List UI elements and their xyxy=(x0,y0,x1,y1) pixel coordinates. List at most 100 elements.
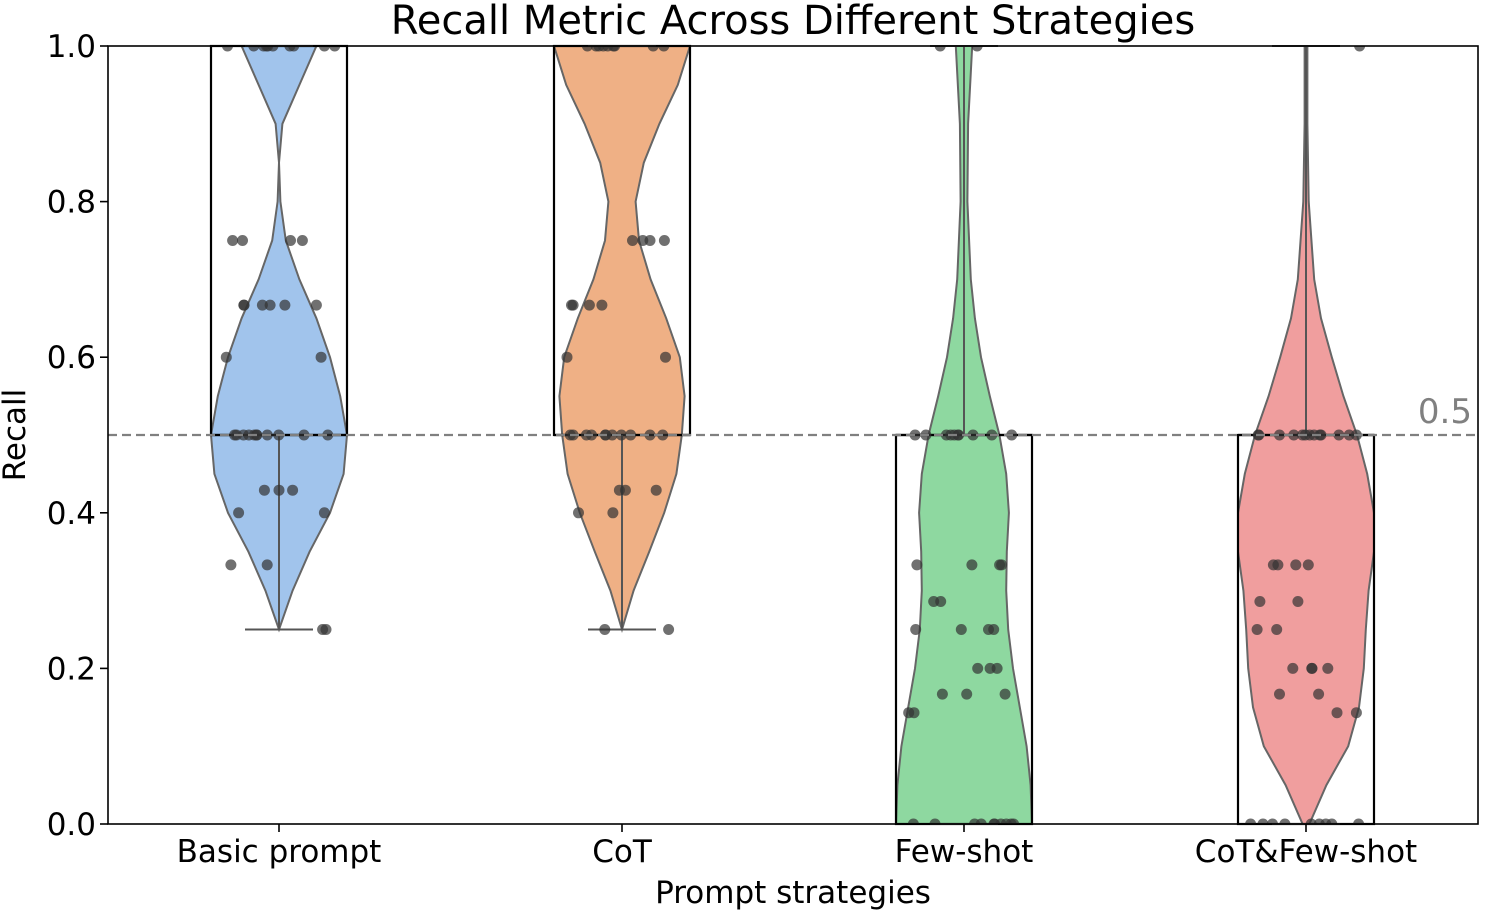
data-point-2-17 xyxy=(984,662,996,674)
data-point-0-2 xyxy=(225,559,237,571)
data-point-1-3 xyxy=(573,507,584,519)
data-point-2-37 xyxy=(967,429,979,441)
data-point-0-41 xyxy=(267,46,279,52)
data-point-0-24 xyxy=(264,299,276,311)
y-tick-label-0: 0.0 xyxy=(47,807,96,843)
plot-frame xyxy=(107,45,1479,825)
data-point-1-34 xyxy=(658,46,670,52)
y-tick-label-2: 0.4 xyxy=(47,496,96,532)
data-point-2-4 xyxy=(907,818,919,824)
data-point-0-33 xyxy=(222,46,233,52)
y-tick-label-5: 1.0 xyxy=(47,29,96,65)
y-axis-label: Recall xyxy=(0,389,33,482)
data-point-1-8 xyxy=(644,429,656,441)
data-point-0-11 xyxy=(322,429,334,441)
reference-line-label: 0.5 xyxy=(1418,392,1472,432)
axes-group: 0.0 0.2 0.4 0.6 0.8 1.0 Basic prompt CoT Few-sho… xyxy=(47,29,1479,870)
data-point-2-12 xyxy=(936,688,948,700)
data-point-0-37 xyxy=(284,46,296,52)
chart-title: Recall Metric Across Different Strategie… xyxy=(391,0,1196,44)
box-layer xyxy=(209,44,1376,826)
data-point-0-39 xyxy=(248,46,260,52)
data-point-2-24 xyxy=(911,559,923,571)
data-point-2-21 xyxy=(988,624,1000,635)
data-point-2-25 xyxy=(966,559,978,571)
data-point-2-29 xyxy=(909,429,921,441)
data-point-3-10 xyxy=(1350,707,1362,719)
data-point-1-6 xyxy=(650,484,662,496)
y-tick-label-3: 0.6 xyxy=(47,340,96,376)
data-point-0-7 xyxy=(273,484,285,496)
data-point-0-27 xyxy=(256,299,268,311)
data-point-3-19 xyxy=(1292,596,1304,607)
x-tick-label-1: CoT xyxy=(592,834,653,870)
data-point-0-4 xyxy=(318,507,330,519)
data-point-0-25 xyxy=(238,299,250,311)
data-point-3-24 xyxy=(1290,559,1302,571)
data-point-1-31 xyxy=(593,46,605,52)
data-point-3-28 xyxy=(1343,429,1355,441)
data-point-3-9 xyxy=(1331,707,1343,719)
data-point-0-38 xyxy=(318,46,330,52)
data-point-3-25 xyxy=(1274,429,1285,441)
violin-layer xyxy=(209,46,1375,824)
reference-line-group: 0.5 xyxy=(108,392,1478,437)
data-point-3-12 xyxy=(1274,688,1285,700)
data-point-3-3 xyxy=(1305,818,1317,824)
x-tick-label-0: Basic prompt xyxy=(177,834,382,870)
x-tick-label-2: Few-shot xyxy=(895,834,1034,870)
data-point-0-5 xyxy=(233,507,245,519)
data-point-3-15 xyxy=(1306,662,1318,674)
data-point-2-38 xyxy=(934,46,946,52)
data-point-1-25 xyxy=(658,235,670,246)
data-point-3-0 xyxy=(1353,818,1365,824)
y-tick-label-1: 0.2 xyxy=(47,651,96,687)
data-point-1-19 xyxy=(561,351,573,363)
data-point-1-11 xyxy=(615,429,627,441)
data-point-1-27 xyxy=(627,235,638,246)
data-point-1-1 xyxy=(599,624,611,635)
data-point-0-6 xyxy=(258,484,270,496)
data-point-3-35 xyxy=(1288,429,1300,441)
data-point-0-3 xyxy=(261,559,273,571)
data-point-2-6 xyxy=(929,818,941,824)
data-point-1-5 xyxy=(619,484,631,496)
data-point-1-0 xyxy=(663,624,675,635)
data-point-0-21 xyxy=(315,351,327,363)
data-point-2-16 xyxy=(972,662,984,674)
data-point-3-20 xyxy=(1254,596,1266,607)
data-point-3-17 xyxy=(1271,624,1283,635)
data-point-0-29 xyxy=(285,235,296,246)
data-point-2-14 xyxy=(999,688,1011,700)
violin-1 xyxy=(552,46,692,633)
data-point-3-38 xyxy=(1354,46,1366,52)
data-point-2-13 xyxy=(961,688,973,700)
data-point-0-31 xyxy=(237,235,248,246)
data-point-0-20 xyxy=(220,351,232,363)
data-point-2-18 xyxy=(955,624,967,635)
data-point-3-18 xyxy=(1251,624,1263,635)
data-point-3-2 xyxy=(1257,818,1269,824)
data-point-0-34 xyxy=(329,46,341,52)
data-point-1-18 xyxy=(660,351,671,363)
data-point-2-27 xyxy=(996,559,1008,571)
data-point-3-11 xyxy=(1313,688,1325,700)
data-point-2-11 xyxy=(908,707,920,719)
data-point-2-8 xyxy=(1000,818,1012,824)
data-point-0-23 xyxy=(310,299,322,311)
data-point-0-13 xyxy=(238,429,249,441)
data-point-3-22 xyxy=(1272,559,1284,571)
data-point-2-23 xyxy=(935,596,947,607)
data-point-1-33 xyxy=(581,46,593,52)
data-point-1-2 xyxy=(607,507,619,519)
data-point-1-21 xyxy=(596,299,608,311)
data-point-2-20 xyxy=(910,624,922,635)
data-point-1-26 xyxy=(637,235,649,246)
data-point-3-13 xyxy=(1322,662,1334,674)
data-point-2-39 xyxy=(971,46,983,52)
data-point-3-7 xyxy=(1326,818,1338,824)
data-point-3-16 xyxy=(1287,662,1299,674)
data-point-1-22 xyxy=(583,299,595,311)
x-axis-label: Prompt strategies xyxy=(655,875,931,911)
